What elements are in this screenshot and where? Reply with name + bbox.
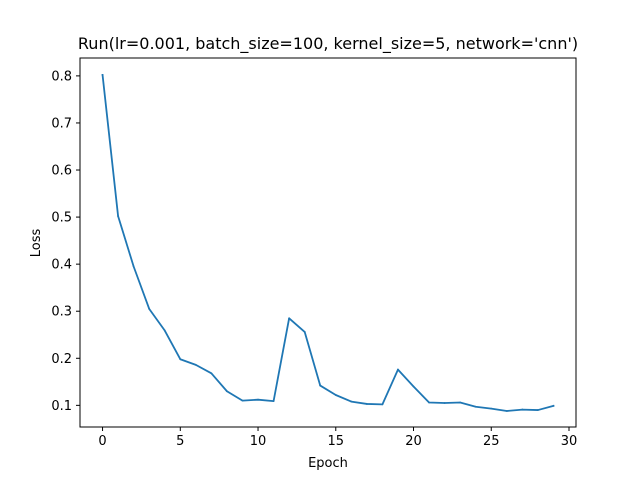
loss-data-point xyxy=(194,363,197,366)
loss-data-point xyxy=(117,215,119,218)
x-tick-label: 15 xyxy=(328,434,345,449)
loss-data-point xyxy=(319,384,322,387)
y-tick-label: 0.5 xyxy=(51,211,72,226)
loss-data-point xyxy=(241,399,244,402)
y-tick-label: 0.8 xyxy=(51,69,72,84)
loss-data-point xyxy=(288,317,291,320)
loss-data-point xyxy=(163,329,166,332)
x-axis-label: Epoch xyxy=(308,456,348,471)
series-layer xyxy=(101,73,555,412)
loss-data-point xyxy=(505,410,508,412)
y-tick-label: 0.4 xyxy=(51,258,72,273)
loss-data-point xyxy=(179,358,182,361)
x-tick-label: 30 xyxy=(561,434,578,449)
y-tick-label: 0.6 xyxy=(51,164,72,179)
x-tick-label: 0 xyxy=(98,434,106,449)
loss-data-point xyxy=(132,265,135,268)
loss-data-point xyxy=(101,74,104,76)
loss-data-point xyxy=(210,372,213,375)
loss-data-point xyxy=(365,403,368,405)
loss-data-point xyxy=(443,402,446,404)
x-tick-label: 20 xyxy=(405,434,422,449)
loss-data-point xyxy=(490,407,493,410)
axes-frame xyxy=(79,57,577,428)
loss-data-point xyxy=(397,368,399,371)
y-tick-label: 0.2 xyxy=(51,352,72,367)
y-tick-label: 0.3 xyxy=(51,305,72,320)
loss-data-point xyxy=(428,401,430,404)
loss-data-point xyxy=(226,390,228,393)
loss-data-point xyxy=(303,331,306,333)
loss-series-line xyxy=(101,73,555,412)
loss-data-point xyxy=(412,385,415,388)
loss-data-point xyxy=(474,405,477,408)
loss-data-point xyxy=(272,400,275,403)
y-axis-ticks: 0.1 0.2 0.3 0.4 0.5 0.6 0.7 0.8 xyxy=(51,69,80,414)
loss-data-point xyxy=(334,394,337,396)
y-tick-label: 0.1 xyxy=(51,399,72,414)
loss-data-point xyxy=(521,408,524,411)
x-tick-label: 5 xyxy=(176,434,184,449)
loss-data-point xyxy=(148,307,151,310)
loss-data-point xyxy=(350,400,353,403)
loss-data-point xyxy=(257,398,259,401)
x-tick-label: 10 xyxy=(250,434,267,449)
chart-title: Run(lr=0.001, batch_size=100, kernel_siz… xyxy=(78,34,578,54)
loss-data-point xyxy=(537,409,539,411)
y-axis-label: Loss xyxy=(29,229,44,258)
loss-data-point xyxy=(552,404,555,407)
x-axis-ticks: 0 5 10 15 20 25 30 xyxy=(98,427,577,449)
loss-data-point xyxy=(381,403,384,406)
x-tick-label: 25 xyxy=(483,434,500,449)
y-tick-label: 0.7 xyxy=(51,116,72,131)
loss-data-point xyxy=(459,401,462,404)
